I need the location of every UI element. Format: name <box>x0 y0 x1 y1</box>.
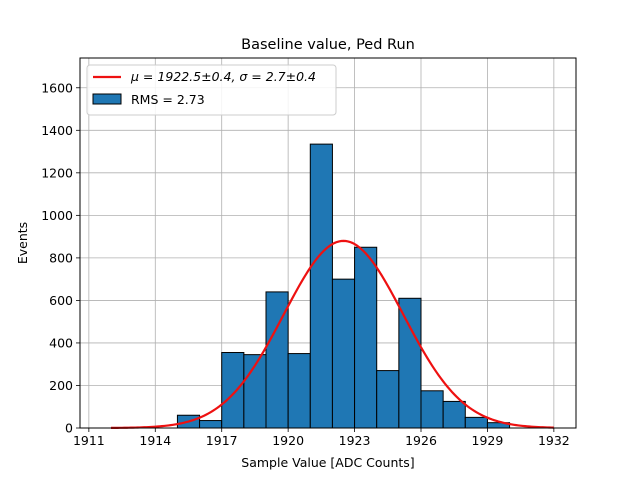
x-tick-label: 1911 <box>73 433 105 448</box>
y-tick-label: 600 <box>49 293 73 308</box>
histogram-bar <box>221 352 245 429</box>
legend-histogram-label: RMS = 2.73 <box>131 92 205 107</box>
x-tick-label: 1923 <box>339 433 371 448</box>
y-tick-label: 1600 <box>41 80 73 95</box>
legend-box <box>86 64 337 116</box>
y-tick-label: 1200 <box>41 165 73 180</box>
y-tick-label: 800 <box>49 250 73 265</box>
chart-title: Baseline value, Ped Run <box>241 37 415 53</box>
gaussian-fit-curve <box>110 239 554 429</box>
legend: μ = 1922.5±0.4, σ = 2.7±0.4 RMS = 2.73 <box>86 64 337 116</box>
histogram-bar <box>398 297 422 429</box>
y-axis-label: Events <box>15 222 30 264</box>
x-tick-label: 1914 <box>139 433 171 448</box>
histogram-bar <box>287 353 311 429</box>
histogram-bar <box>442 400 466 429</box>
histogram-bar <box>354 246 378 429</box>
y-tick-label: 1000 <box>41 208 73 223</box>
legend-histogram-swatch <box>92 93 122 105</box>
x-tick-label: 1926 <box>405 433 437 448</box>
histogram-bar <box>309 143 333 429</box>
x-tick-label: 1932 <box>538 433 570 448</box>
legend-fit-label: μ = 1922.5±0.4, σ = 2.7±0.4 <box>130 69 316 84</box>
histogram-bar <box>420 390 444 429</box>
x-axis-ticks: 1911 1914 1917 1920 1923 1926 1929 1932 <box>73 428 570 448</box>
histogram-bar <box>464 416 488 429</box>
y-tick-label: 1400 <box>41 123 73 138</box>
y-tick-label: 0 <box>65 421 73 436</box>
plot-frame <box>79 57 577 429</box>
histogram-bar <box>376 370 400 429</box>
x-tick-label: 1917 <box>206 433 238 448</box>
x-tick-label: 1929 <box>472 433 504 448</box>
y-tick-label: 400 <box>49 335 73 350</box>
y-tick-label: 200 <box>49 378 73 393</box>
histogram-bars <box>176 143 511 429</box>
histogram-bar <box>331 278 356 429</box>
x-axis-label: Sample Value [ADC Counts] <box>241 455 414 470</box>
x-tick-label: 1920 <box>272 433 304 448</box>
y-axis-ticks: 0 200 400 600 800 1000 1200 1400 1600 <box>41 80 80 436</box>
histogram-bar <box>199 420 223 429</box>
